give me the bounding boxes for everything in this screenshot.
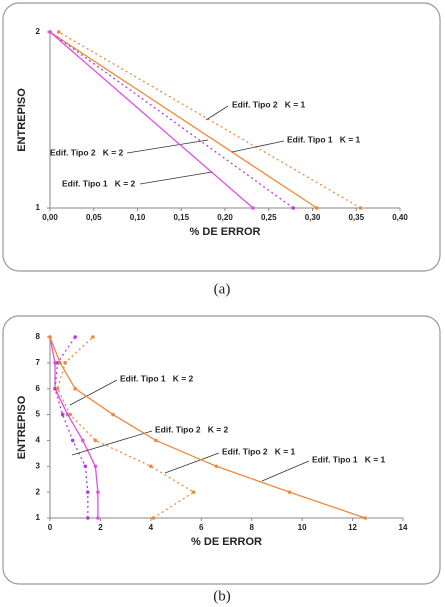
x-tick-label: 0,40	[392, 213, 408, 222]
point	[55, 361, 60, 365]
y-tick-label: 2	[36, 487, 41, 496]
y-tick-label: 7	[36, 358, 41, 367]
x-tick-label: 12	[348, 523, 357, 532]
annotation: Edif. Tipo 2 K = 1	[222, 446, 296, 456]
point	[363, 516, 367, 520]
point	[214, 464, 219, 469]
point	[68, 412, 72, 417]
point	[53, 386, 57, 391]
point	[93, 464, 98, 469]
x-tick-label: 0,25	[261, 213, 277, 222]
x-axis-label: % DE ERROR	[190, 226, 261, 238]
annotation-pointer	[261, 460, 310, 482]
y-axis-label: ENTREPISO	[16, 88, 28, 152]
point	[251, 206, 255, 210]
point	[291, 206, 296, 210]
x-axis-label: % DE ERROR	[191, 536, 262, 548]
annotation-pointer	[71, 430, 153, 456]
point	[358, 206, 363, 210]
point	[191, 490, 196, 494]
point	[111, 412, 115, 417]
point	[73, 335, 78, 339]
x-tick-label: 0,35	[348, 213, 364, 222]
series-line	[49, 31, 294, 209]
y-tick-label: 4	[36, 436, 41, 445]
y-tick-label: 3	[36, 461, 41, 470]
point	[48, 335, 52, 339]
point	[154, 438, 158, 443]
y-tick-label: 1	[36, 513, 41, 522]
x-tick-label: 14	[399, 523, 408, 532]
annotation-pointer	[126, 139, 209, 154]
y-tick-label: 2	[36, 27, 41, 36]
annotation: Edif. Tipo 1 K = 2	[62, 178, 136, 188]
point	[83, 464, 88, 469]
caption: (b)	[213, 588, 231, 604]
annotation-pointer	[231, 140, 285, 153]
point	[315, 206, 319, 210]
x-tick-label: 0,30	[305, 213, 321, 222]
point	[96, 490, 100, 494]
point	[86, 516, 90, 520]
x-tick-label: 0,00	[42, 213, 58, 222]
point	[53, 361, 57, 365]
point	[86, 490, 90, 494]
point	[58, 361, 62, 365]
annotation: Edif. Tipo 1 K = 1	[312, 454, 386, 464]
point	[65, 412, 70, 417]
point	[55, 386, 60, 391]
point	[80, 438, 85, 443]
x-tick-label: 2	[98, 523, 103, 532]
annotation: Edif. Tipo 2 K = 2	[50, 147, 124, 157]
caption: (a)	[214, 281, 231, 297]
point	[56, 30, 61, 34]
x-tick-label: 10	[298, 523, 307, 532]
y-axis-label: ENTREPISO	[16, 395, 28, 459]
series-line	[58, 31, 361, 209]
x-tick-label: 0,15	[173, 213, 189, 222]
annotation-pointer	[205, 105, 229, 121]
point	[63, 361, 67, 365]
series-line	[56, 336, 195, 519]
y-tick-label: 6	[36, 384, 41, 393]
point	[48, 30, 52, 34]
x-tick-label: 0,20	[217, 213, 233, 222]
annotation-pointer	[139, 171, 213, 185]
series-line	[54, 336, 89, 518]
x-tick-label: 0,10	[130, 213, 146, 222]
point	[151, 516, 156, 520]
point	[70, 438, 75, 443]
point	[149, 464, 153, 469]
point	[287, 490, 292, 494]
annotation: Edif. Tipo 2 K = 1	[232, 99, 306, 109]
x-tick-label: 6	[199, 523, 204, 532]
annotation: Edif. Tipo 1 K = 2	[120, 373, 194, 383]
point	[96, 516, 100, 520]
x-tick-label: 4	[149, 523, 154, 532]
annotation-pointer	[164, 452, 220, 474]
series-line	[49, 336, 366, 519]
point	[60, 412, 65, 417]
annotation: Edif. Tipo 1 K = 1	[287, 134, 361, 144]
annotation-pointer	[69, 379, 118, 406]
y-tick-label: 5	[36, 410, 41, 419]
panel-frame	[2, 315, 441, 585]
panel-frame	[2, 2, 441, 272]
x-tick-label: 8	[249, 523, 254, 532]
annotation: Edif. Tipo 2 K = 2	[155, 424, 229, 434]
x-tick-label: 0,05	[86, 213, 102, 222]
series-line	[49, 31, 318, 209]
y-tick-label: 8	[36, 332, 41, 341]
point	[91, 335, 95, 339]
series-line	[49, 31, 254, 209]
y-tick-label: 1	[36, 203, 41, 212]
x-tick-label: 0	[48, 523, 53, 532]
point	[93, 438, 98, 443]
point	[73, 386, 78, 391]
series-line	[49, 336, 99, 518]
